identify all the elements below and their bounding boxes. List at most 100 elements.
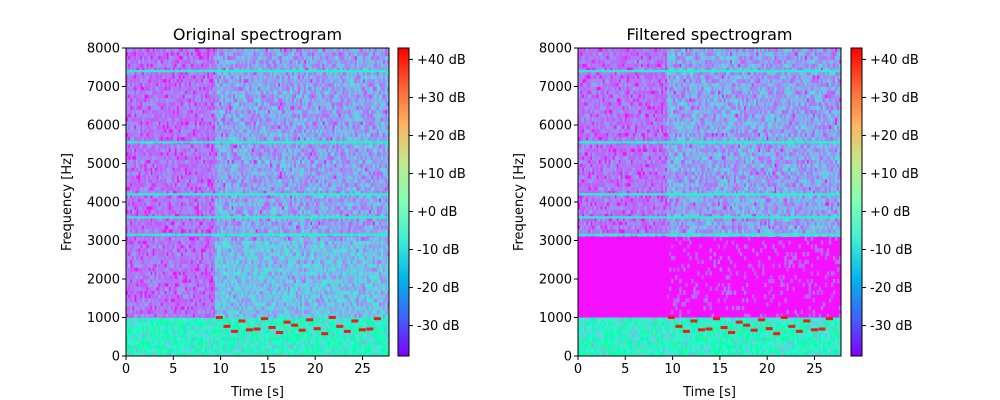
spectrogram-cell [195, 202, 197, 206]
spectrogram-cell [158, 302, 160, 306]
spectrogram-cell [183, 275, 185, 279]
spectrogram-cell [168, 52, 170, 56]
spectrogram-cell [152, 264, 154, 268]
spectrogram-cell [175, 302, 177, 306]
spectrogram-cell [148, 167, 150, 171]
spectrogram-cell [156, 121, 158, 125]
spectrogram-cell [142, 291, 144, 295]
spectrogram-cell [146, 267, 148, 271]
spectrogram-cell [132, 113, 134, 117]
spectrogram-cell [166, 229, 168, 233]
spectrogram-cell [195, 283, 197, 287]
spectrogram-cell [193, 48, 195, 52]
spectrogram-cell [168, 298, 170, 302]
spectrogram-cell [166, 237, 168, 241]
spectrogram-cell [175, 175, 177, 179]
spectrogram-cell [150, 183, 152, 187]
spectrogram-cell [162, 87, 164, 91]
spectrogram-cell [193, 275, 195, 279]
spectrogram-cell [187, 229, 189, 233]
spectrogram-cell [130, 156, 132, 160]
spectrogram-cell [132, 87, 134, 91]
spectrogram-cell [181, 63, 183, 67]
spectrogram-cell [173, 148, 175, 152]
spectrogram-cell [162, 283, 164, 287]
spectrogram-cell [187, 179, 189, 183]
spectrogram-cell [191, 133, 193, 137]
spectrogram-cell [173, 83, 175, 87]
spectrogram-cell [142, 167, 144, 171]
spectrogram-cell [156, 202, 158, 206]
spectrogram-cell [183, 310, 185, 314]
spectrogram-cell [166, 129, 168, 133]
spectrogram-cell [191, 248, 193, 252]
spectrogram-cell [189, 260, 191, 264]
spectrogram-cell [193, 113, 195, 117]
spectrogram-cell [138, 310, 140, 314]
spectrogram-cell [193, 102, 195, 106]
spectrogram-cell [189, 52, 191, 56]
spectrogram-cell [197, 187, 199, 191]
spectrogram-cell [138, 63, 140, 67]
spectrogram-cell [164, 125, 166, 129]
spectrogram-cell [183, 167, 185, 171]
spectrogram-cell [134, 210, 136, 214]
spectrogram-cell [128, 210, 130, 214]
spectrogram-cell [177, 129, 179, 133]
spectrogram-cell [130, 202, 132, 206]
spectrogram-cell [148, 271, 150, 275]
spectrogram-cell [166, 206, 168, 210]
spectrogram-cell [154, 175, 156, 179]
spectrogram-cell [164, 137, 166, 141]
spectrogram-cell [136, 248, 138, 252]
spectrogram-cell [173, 63, 175, 67]
spectrogram-cell [193, 121, 195, 125]
spectrogram-cell [187, 83, 189, 87]
spectrogram-cell [181, 94, 183, 98]
spectrogram-cell [128, 279, 130, 283]
spectrogram-cell [128, 264, 130, 268]
spectrogram-cell [164, 152, 166, 156]
spectrogram-cell [136, 179, 138, 183]
spectrogram-cell [140, 110, 142, 114]
spectrogram-cell [164, 56, 166, 60]
spectrogram-cell [148, 306, 150, 310]
spectrogram-cell [183, 121, 185, 125]
spectrogram-cell [148, 63, 150, 67]
spectrogram-cell [173, 291, 175, 295]
spectrogram-cell [171, 75, 173, 79]
spectrogram-cell [148, 187, 150, 191]
spectrogram-cell [193, 206, 195, 210]
spectrogram-cell [152, 314, 154, 318]
spectrogram-cell [197, 298, 199, 302]
spectrogram-cell [152, 306, 154, 310]
spectrogram-cell [189, 144, 191, 148]
spectrogram-cell [150, 48, 152, 52]
spectrogram-cell [148, 171, 150, 175]
spectrogram-cell [130, 306, 132, 310]
spectrogram-cell [187, 237, 189, 241]
spectrogram-cell [187, 244, 189, 248]
spectrogram-cell [191, 75, 193, 79]
spectrogram-cell [191, 314, 193, 318]
spectrogram-cell [193, 198, 195, 202]
spectrogram-cell [189, 306, 191, 310]
spectrogram-cell [128, 241, 130, 245]
spectrogram-cell [156, 283, 158, 287]
spectrogram-cell [146, 106, 148, 110]
spectrogram-cell [168, 221, 170, 225]
spectrogram-cell [187, 98, 189, 102]
spectrogram-cell [128, 183, 130, 187]
spectrogram-cell [150, 248, 152, 252]
spectrogram-cell [193, 267, 195, 271]
spectrogram-cell [191, 287, 193, 291]
spectrogram-cell [134, 175, 136, 179]
spectrogram-cell [152, 167, 154, 171]
spectrogram-cell [195, 52, 197, 56]
spectrogram-cell [193, 187, 195, 191]
spectrogram-cell [183, 248, 185, 252]
spectrogram-cell [179, 244, 181, 248]
spectrogram-cell [173, 152, 175, 156]
spectrogram-cell [128, 106, 130, 110]
spectrogram-cell [164, 121, 166, 125]
